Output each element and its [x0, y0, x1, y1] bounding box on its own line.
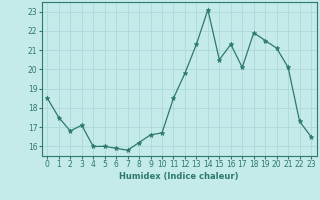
X-axis label: Humidex (Indice chaleur): Humidex (Indice chaleur) [119, 172, 239, 181]
